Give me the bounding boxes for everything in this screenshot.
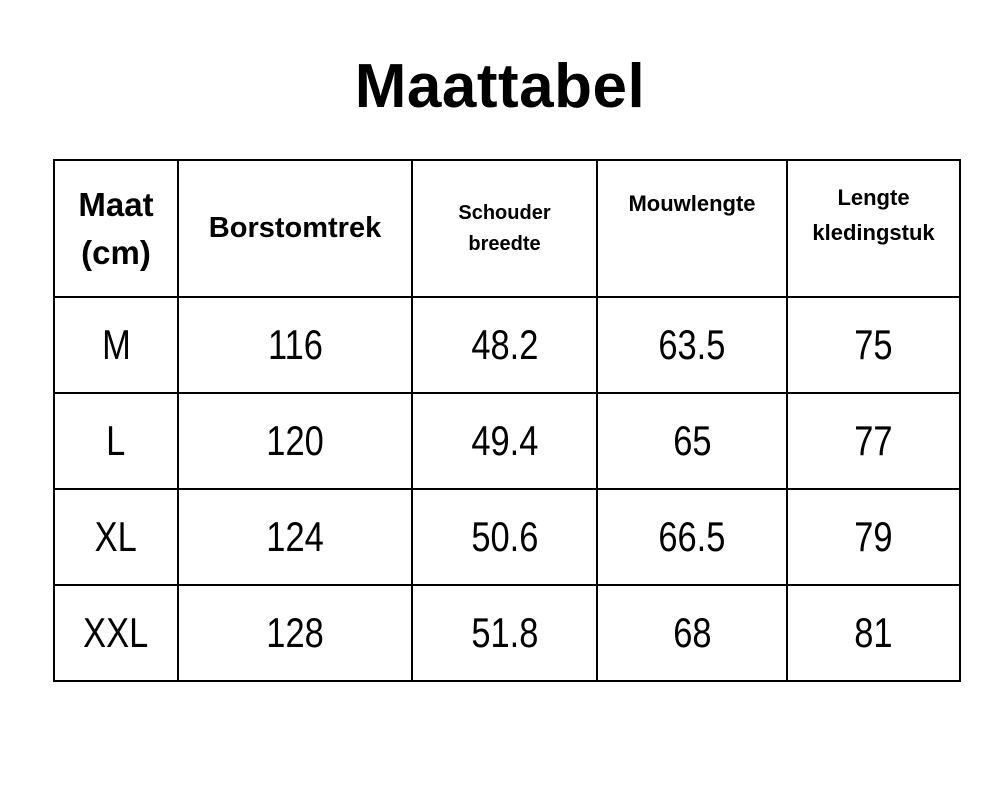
cell-text: 77 bbox=[854, 417, 893, 464]
size-value-cell: 49.4 bbox=[411, 392, 598, 490]
header-row: Maat (cm) Borstomtrek Schouder breedte M… bbox=[53, 159, 961, 298]
column-header-schouder-breedte: Schouder breedte bbox=[411, 159, 598, 298]
cell-text: 49.4 bbox=[470, 417, 539, 464]
column-header-mouwlengte: Mouwlengte bbox=[596, 159, 788, 298]
cell-text: 81 bbox=[854, 609, 893, 656]
size-label-cell: M bbox=[53, 296, 179, 394]
size-value-cell: 50.6 bbox=[411, 488, 598, 586]
column-header-borstomtrek: Borstomtrek bbox=[177, 159, 413, 298]
table-row-xl: XL 124 50.6 66.5 79 bbox=[53, 488, 961, 586]
size-value-cell: 66.5 bbox=[596, 488, 788, 586]
size-value-cell: 51.8 bbox=[411, 584, 598, 682]
size-label-cell: L bbox=[53, 392, 179, 490]
size-value-cell: 128 bbox=[177, 584, 413, 682]
column-header-lengte-kledingstuk: Lengte kledingstuk bbox=[786, 159, 961, 298]
table-row-m: M 116 48.2 63.5 75 bbox=[53, 296, 961, 394]
cell-text: 79 bbox=[854, 513, 893, 560]
size-value-cell: 75 bbox=[786, 296, 961, 394]
cell-text: 116 bbox=[267, 321, 323, 368]
cell-text: 63.5 bbox=[658, 321, 726, 368]
column-header-maat: Maat (cm) bbox=[53, 159, 179, 298]
cell-text: L bbox=[106, 417, 126, 464]
page-title: Maattabel bbox=[354, 52, 646, 121]
cell-text: 51.8 bbox=[470, 609, 539, 656]
size-value-cell: 120 bbox=[177, 392, 413, 490]
cell-text: M bbox=[101, 321, 131, 368]
table-row-xxl: XXL 128 51.8 68 81 bbox=[53, 584, 961, 682]
cell-text: 128 bbox=[266, 609, 324, 656]
size-value-cell: 81 bbox=[786, 584, 961, 682]
table-row-l: L 120 49.4 65 77 bbox=[53, 392, 961, 490]
size-table: Maat (cm) Borstomtrek Schouder breedte M… bbox=[53, 159, 961, 682]
cell-text: 124 bbox=[266, 513, 324, 560]
size-label-cell: XXL bbox=[53, 584, 179, 682]
cell-text: XL bbox=[94, 513, 138, 560]
cell-text: 65 bbox=[672, 417, 712, 464]
cell-text: 75 bbox=[854, 321, 893, 368]
size-label-cell: XL bbox=[53, 488, 179, 586]
size-value-cell: 77 bbox=[786, 392, 961, 490]
size-value-cell: 63.5 bbox=[596, 296, 788, 394]
size-value-cell: 48.2 bbox=[411, 296, 598, 394]
cell-text: 48.2 bbox=[470, 321, 539, 368]
cell-text: 120 bbox=[266, 417, 324, 464]
cell-text: 50.6 bbox=[470, 513, 539, 560]
size-value-cell: 65 bbox=[596, 392, 788, 490]
cell-text: 68 bbox=[672, 609, 712, 656]
size-value-cell: 68 bbox=[596, 584, 788, 682]
size-value-cell: 124 bbox=[177, 488, 413, 586]
size-value-cell: 79 bbox=[786, 488, 961, 586]
size-value-cell: 116 bbox=[177, 296, 413, 394]
cell-text: XXL bbox=[83, 609, 149, 656]
cell-text: 66.5 bbox=[658, 513, 726, 560]
